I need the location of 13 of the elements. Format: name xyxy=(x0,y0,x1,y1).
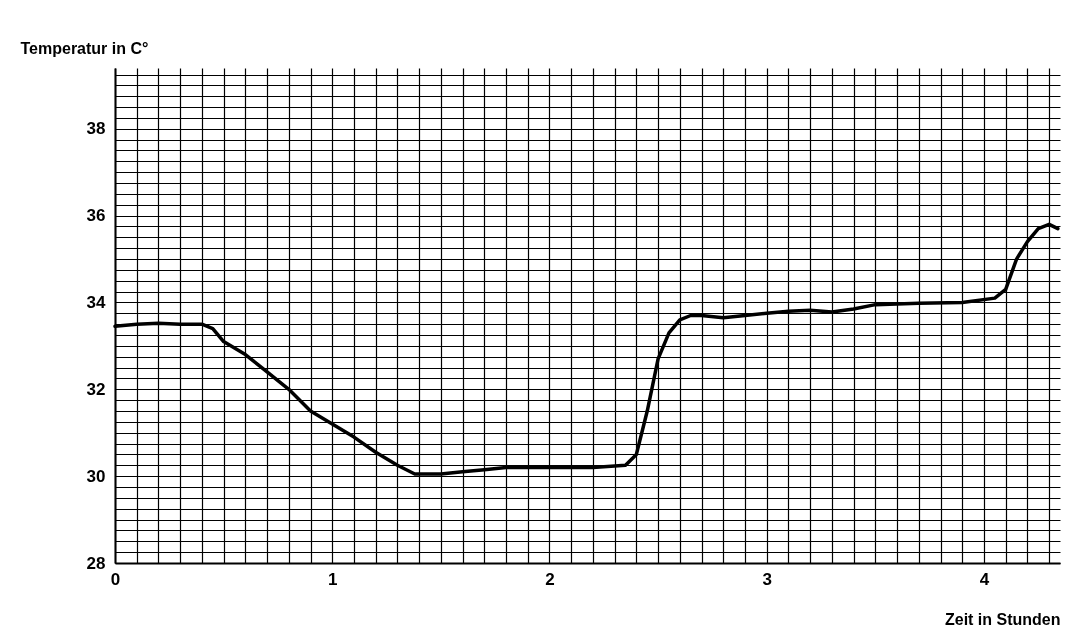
x-tick-label: 2 xyxy=(545,569,555,589)
y-tick-label: 28 xyxy=(86,553,106,573)
y-tick-label: 34 xyxy=(86,292,107,312)
y-axis-title: Temperatur in C° xyxy=(20,39,149,57)
x-tick-label: 1 xyxy=(328,569,338,589)
x-tick-label: 3 xyxy=(762,569,772,589)
y-tick-label: 38 xyxy=(86,119,106,139)
x-tick-label: 4 xyxy=(979,569,990,589)
y-tick-label: 30 xyxy=(86,466,106,486)
y-tick-label: 36 xyxy=(86,206,106,226)
x-axis-title: Zeit in Stunden xyxy=(944,610,1061,628)
y-tick-label: 32 xyxy=(86,379,106,399)
x-tick-label: 0 xyxy=(110,569,121,589)
